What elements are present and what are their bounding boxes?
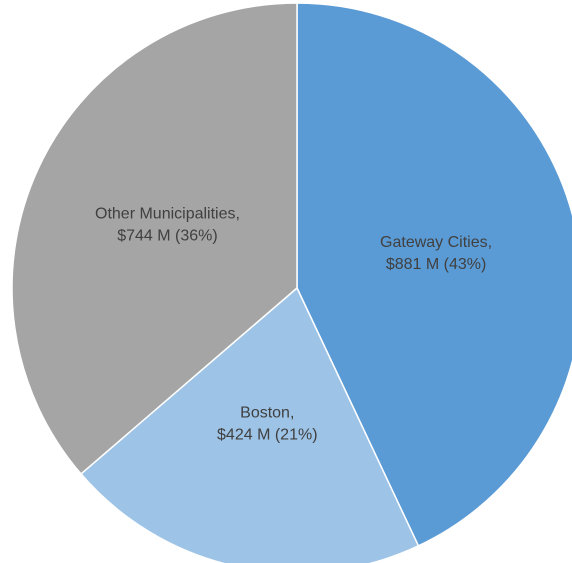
pie-slice: [296, 2, 572, 547]
slice-value: $744 M (36%): [117, 228, 218, 245]
slice-value: $424 M (21%): [217, 426, 318, 443]
pie-slice: [79, 286, 420, 563]
slice-label: Other Municipalities, $744 M (36%): [95, 206, 240, 245]
slice-label: Gateway Cities, $881 M (43%): [380, 234, 492, 273]
slice-category: Boston,: [240, 404, 294, 421]
slice-label: Boston, $424 M (21%): [217, 404, 318, 443]
slice-category: Other Municipalities,: [95, 206, 240, 223]
slice-value: $881 M (43%): [386, 256, 487, 273]
pie-slice: [11, 2, 298, 475]
slice-category: Gateway Cities,: [380, 234, 492, 251]
